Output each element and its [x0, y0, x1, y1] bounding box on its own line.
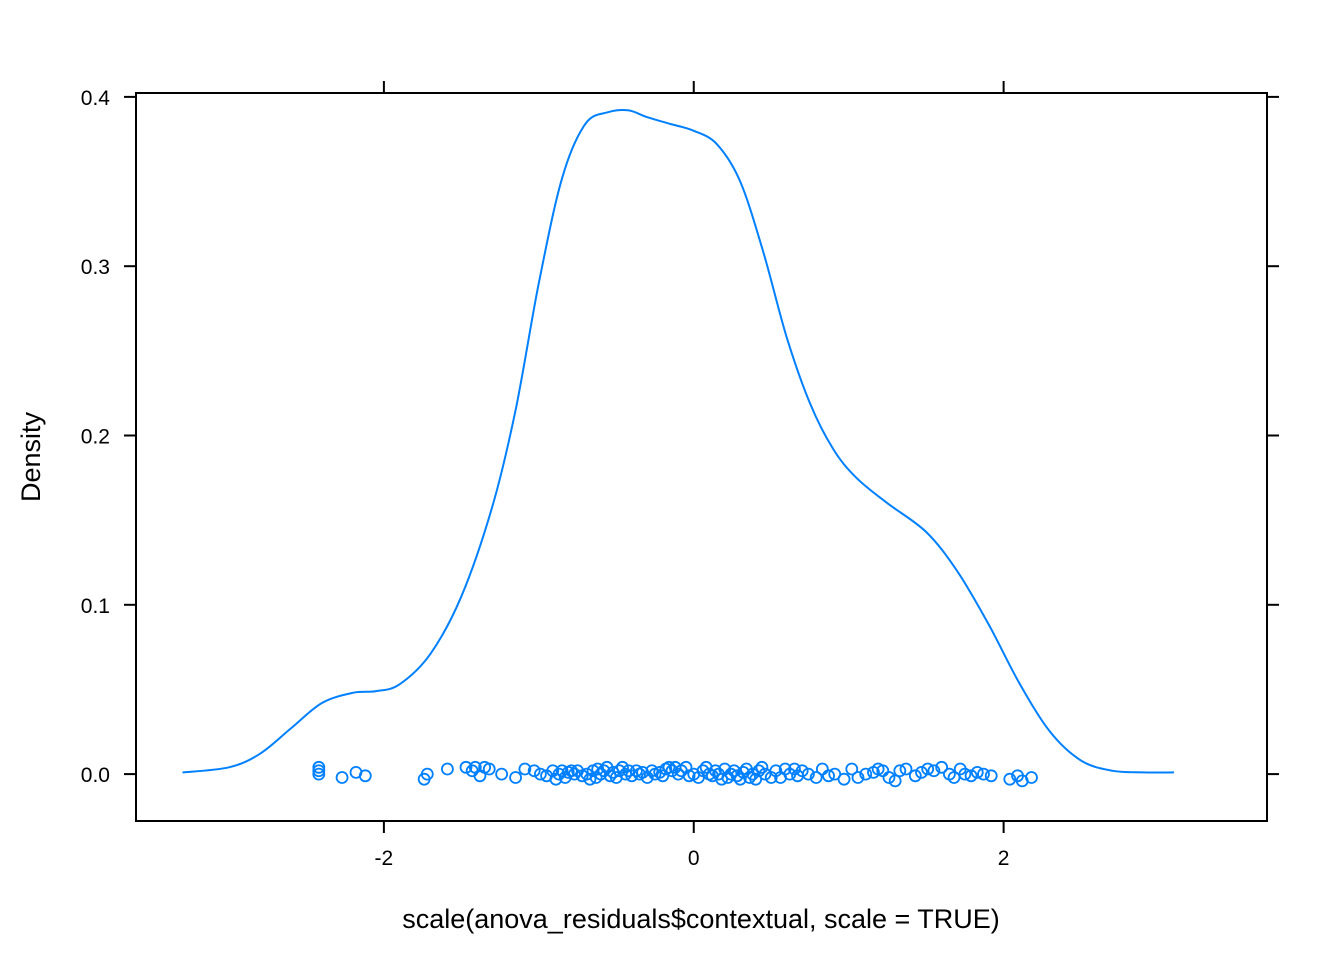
rug-point	[482, 762, 496, 776]
rug-point	[851, 771, 865, 784]
rug-point	[859, 767, 873, 781]
rug-point	[564, 764, 578, 778]
x-tick-label: -2	[375, 847, 394, 870]
rug-point	[533, 767, 547, 781]
density-curve	[182, 109, 1175, 774]
y-tick-label: 0.1	[81, 595, 110, 618]
x-tick-label: 2	[998, 847, 1010, 870]
y-tick-label: 0.3	[81, 256, 110, 279]
rug-point	[441, 762, 454, 776]
rug-point	[935, 760, 949, 774]
rug-point	[568, 767, 581, 781]
rug-point	[984, 769, 998, 783]
rug-points	[312, 760, 1038, 788]
y-tick-label: 0.0	[81, 764, 110, 787]
rug-point	[312, 764, 326, 778]
rug-point	[552, 767, 566, 781]
rug-point	[837, 772, 851, 786]
rug-point	[802, 767, 815, 781]
rug-point	[358, 769, 372, 783]
rug-point	[882, 771, 896, 784]
rug-point	[495, 767, 509, 781]
rug-point	[662, 760, 676, 774]
rug-point	[970, 766, 984, 779]
rug-point	[509, 771, 522, 784]
x-tick-label: 0	[688, 847, 700, 870]
rug-point	[612, 764, 626, 778]
rug-point	[1003, 772, 1017, 786]
rug-point	[518, 762, 532, 776]
rug-point	[679, 760, 693, 774]
rug-point	[795, 764, 809, 778]
rug-point	[752, 764, 766, 778]
y-tick-label: 0.2	[81, 425, 110, 448]
rug-point	[927, 764, 941, 778]
rug-point	[893, 764, 907, 778]
rug-point	[459, 760, 473, 774]
rug-point	[312, 760, 326, 774]
axis-tick-labels: -2 0 2 0.0 0.1 0.2 0.3 0.4	[81, 87, 1010, 870]
rug-point	[755, 760, 769, 774]
rug-point	[730, 769, 744, 783]
rug-point	[908, 769, 922, 783]
rug-point	[921, 762, 935, 776]
rug-point	[964, 769, 978, 783]
rug-point	[420, 767, 434, 781]
rug-point	[958, 767, 972, 781]
rug-point	[743, 771, 756, 784]
axis-ticks	[124, 81, 1279, 833]
rug-point	[977, 767, 990, 781]
rug-point	[546, 764, 560, 778]
y-tick-label: 0.4	[81, 87, 111, 110]
rug-point	[822, 769, 835, 783]
rug-point	[845, 762, 859, 776]
y-axis-title: Density	[16, 411, 46, 502]
rug-point	[915, 766, 928, 779]
rug-point	[312, 767, 326, 781]
rug-point	[788, 762, 801, 776]
rug-point	[583, 772, 597, 786]
rug-point	[888, 774, 902, 788]
rug-point	[733, 772, 747, 786]
rug-point	[1025, 771, 1038, 784]
plot-panel	[135, 92, 1268, 822]
rug-point	[630, 764, 643, 778]
rug-point	[809, 771, 823, 784]
x-axis-title: scale(anova_residuals$contextual, scale …	[402, 904, 1000, 934]
rug-point	[899, 762, 913, 776]
rug-point	[709, 764, 722, 778]
rug-point	[665, 764, 679, 778]
rug-point	[555, 764, 569, 778]
rug-point	[645, 764, 659, 778]
rug-point	[616, 760, 629, 774]
rug-point	[335, 771, 349, 784]
rug-point	[527, 764, 541, 778]
